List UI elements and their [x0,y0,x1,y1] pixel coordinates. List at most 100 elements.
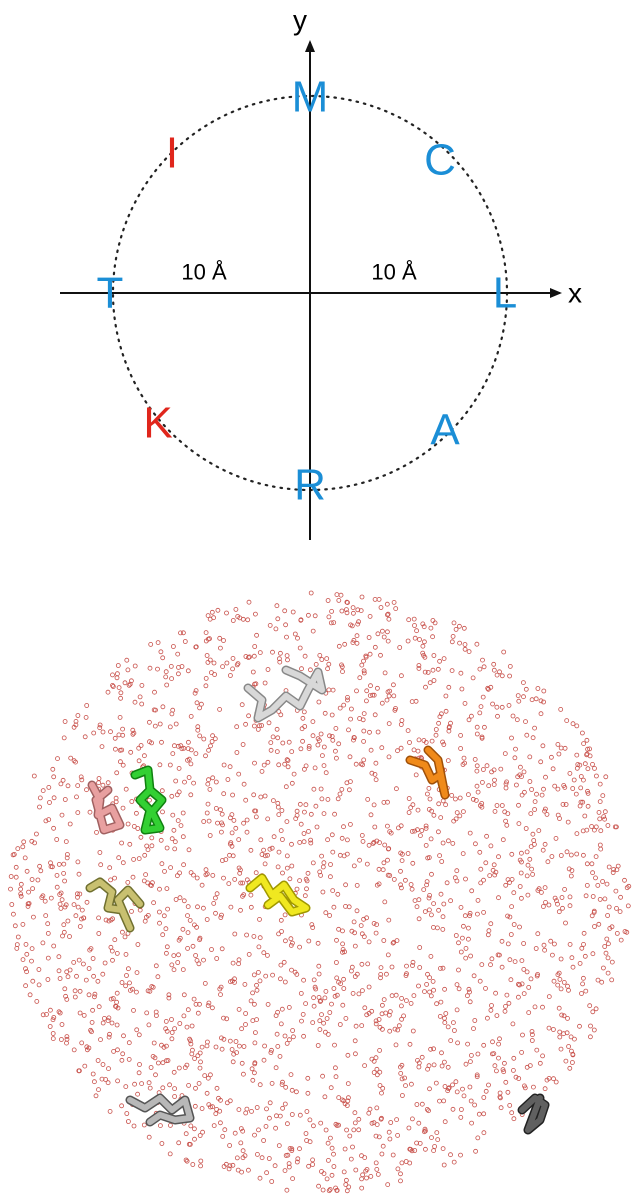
water-dot [9,887,13,891]
water-dot [132,1124,136,1128]
water-dot [422,640,426,644]
water-dot [362,712,366,716]
water-dot [101,730,105,734]
water-dot [381,868,385,872]
water-dot [161,1086,165,1090]
water-dot [213,896,217,900]
water-dot [344,883,348,887]
water-dot [413,899,417,903]
helical-wheel: x y 10 Å 10 Å MCLARKTI [60,5,582,541]
water-dot [357,1128,361,1132]
water-dot [342,977,346,981]
water-dot [126,822,130,826]
water-dot [149,642,153,646]
water-dot [416,749,420,753]
water-dot [253,761,257,765]
water-dot [390,965,394,969]
water-dot [285,854,289,858]
water-dot [457,987,461,991]
water-dot [360,989,364,993]
water-dot [143,919,147,923]
water-dot [384,1011,388,1015]
water-dot [360,663,364,667]
water-dot [303,654,307,658]
water-dot [113,736,117,740]
water-dot [271,799,275,803]
water-dot [82,1013,86,1017]
water-dot [442,1060,446,1064]
water-dot [584,894,588,898]
water-dot [519,871,523,875]
water-dot [396,1028,400,1032]
water-dot [68,935,72,939]
water-dot [306,871,310,875]
water-dot [475,764,479,768]
water-dot [497,896,501,900]
water-dot [531,872,535,876]
water-dot [244,1023,248,1027]
water-dot [344,1016,348,1020]
water-dot [427,786,431,790]
water-dot [626,904,630,908]
water-dot [192,781,196,785]
water-dot [115,951,119,955]
residue-label: I [166,129,178,178]
water-dot [254,815,258,819]
water-dot [262,1058,266,1062]
water-dot [566,1016,570,1020]
water-dot [80,1041,84,1045]
water-dot [465,994,469,998]
water-dot [466,1042,470,1046]
water-dot [200,1045,204,1049]
water-dot [108,866,112,870]
water-dot [120,930,124,934]
water-dot [430,739,434,743]
water-dot [241,1072,245,1076]
water-dot [575,832,579,836]
water-dot [443,1085,447,1089]
water-dot [500,674,504,678]
water-dot [194,689,198,693]
water-dot [147,1023,151,1027]
water-dot [25,952,29,956]
water-dot [354,1024,358,1028]
water-dot [456,1041,460,1045]
water-dot [76,714,80,718]
water-dot [467,650,471,654]
water-dot [382,635,386,639]
water-dot [582,742,586,746]
water-dot [240,1061,244,1065]
water-dot [92,974,96,978]
water-dot [46,931,50,935]
water-dot [219,830,223,834]
water-dot [428,797,432,801]
water-dot [489,1008,493,1012]
water-dot [506,942,510,946]
water-dot [311,629,315,633]
water-dot [484,861,488,865]
water-dot [366,797,370,801]
water-dot [283,609,287,613]
water-dot [165,683,169,687]
water-dot [428,990,432,994]
water-dot [275,1032,279,1036]
water-dot [354,762,358,766]
water-dot [156,1061,160,1065]
water-dot [244,722,248,726]
water-dot [319,787,323,791]
water-dot [441,1147,445,1151]
water-dot [331,738,335,742]
water-dot [591,895,595,899]
water-dot [231,1060,235,1064]
water-dot [132,857,136,861]
water-dot [522,790,526,794]
water-dot [287,1005,291,1009]
water-dot [475,732,479,736]
water-dot [198,1134,202,1138]
water-dot [211,776,215,780]
water-dot [68,968,72,972]
water-dot [588,1035,592,1039]
water-dot [76,811,80,815]
water-dot [196,1011,200,1015]
water-dot [264,1124,268,1128]
